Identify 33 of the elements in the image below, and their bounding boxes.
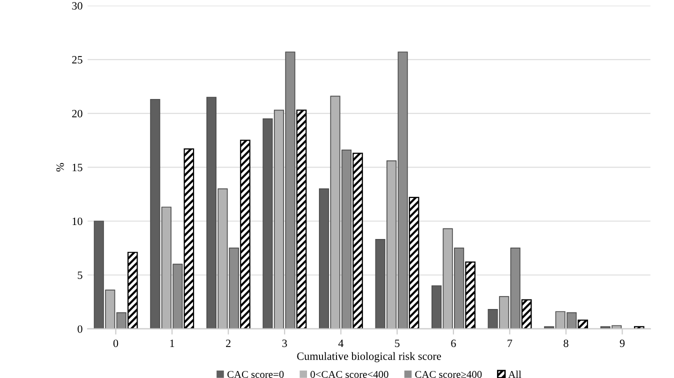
x-axis-title: Cumulative biological risk score [297, 352, 441, 362]
x-tick-label: 7 [508, 340, 512, 347]
y-axis-title: % [56, 163, 64, 172]
legend-label: CAC score=0 [227, 370, 284, 378]
x-tick-label: 4 [338, 340, 344, 347]
y-tick-label: 5 [78, 272, 82, 279]
bar [184, 148, 194, 329]
legend-label: 0<CAC score<400 [310, 370, 388, 378]
bar [408, 196, 420, 329]
bar [634, 326, 644, 329]
y-tick-label: 20 [72, 110, 82, 118]
bar [127, 252, 138, 329]
y-tick-label: 30 [72, 2, 82, 10]
x-tick-label: 5 [395, 340, 400, 348]
x-tick-label: 1 [170, 340, 174, 347]
bar [465, 262, 476, 329]
bar [352, 152, 363, 329]
y-tick-label: 15 [72, 164, 82, 172]
x-tick-label: 8 [564, 340, 568, 348]
bar [578, 320, 588, 329]
legend-label: CAC score≥400 [415, 370, 482, 378]
x-tick-label: 2 [226, 340, 230, 347]
bar [521, 299, 532, 329]
x-tick-label: 6 [451, 340, 456, 348]
y-tick-label: 10 [72, 218, 82, 226]
bar [296, 110, 307, 329]
legend-label: All [508, 370, 522, 378]
bar [240, 140, 250, 329]
x-tick-label: 9 [620, 340, 625, 348]
x-tick-label: 0 [113, 340, 118, 348]
y-tick-label: 25 [72, 56, 82, 64]
y-tick-label: 0 [78, 325, 82, 333]
x-tick-label: 3 [282, 340, 287, 348]
